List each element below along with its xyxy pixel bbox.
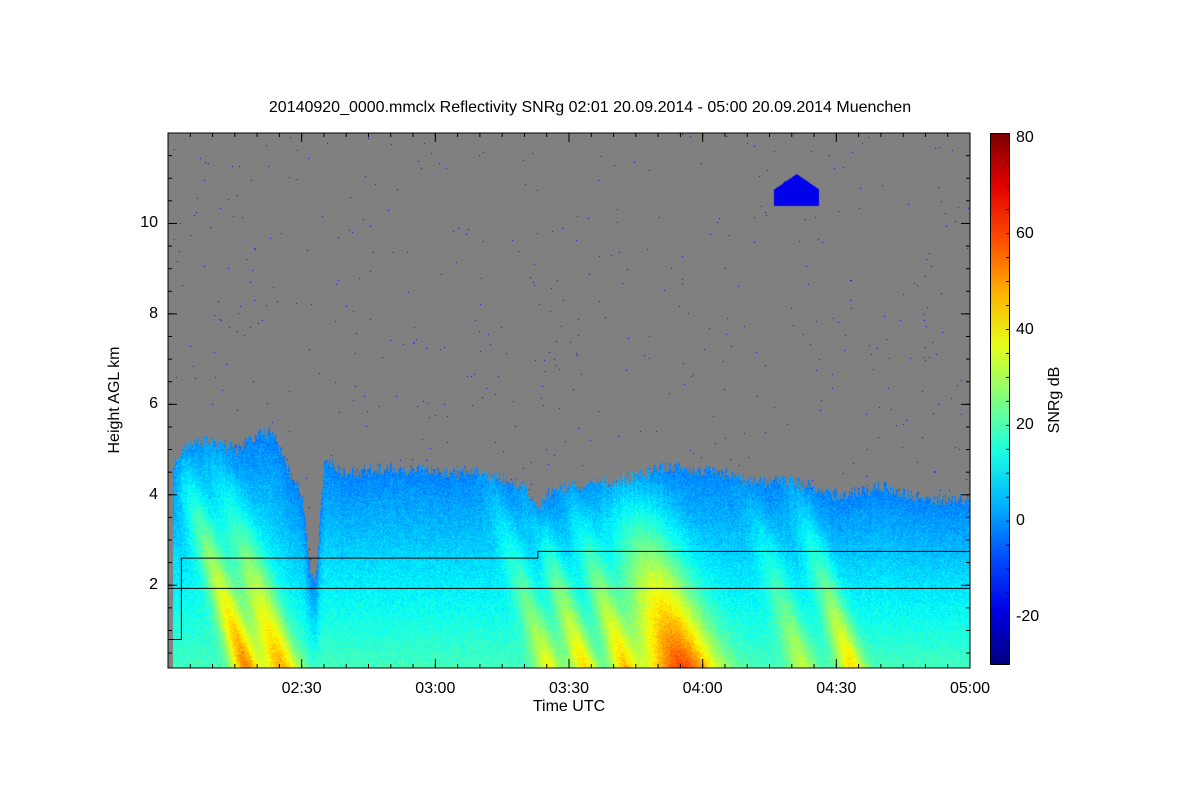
colorbar-tick-label: 20 bbox=[1016, 416, 1034, 434]
y-tick-label: 8 bbox=[149, 304, 158, 322]
chart-title: 20140920_0000.mmclx Reflectivity SNRg 02… bbox=[268, 99, 912, 116]
x-tick-label: 03:30 bbox=[548, 680, 590, 697]
x-tick-label: 02:30 bbox=[281, 680, 322, 697]
colorbar-tick-label: 40 bbox=[1016, 320, 1034, 338]
x-tick-label: 04:30 bbox=[816, 680, 857, 697]
plot-frame bbox=[167, 132, 971, 669]
x-axis-label: Time UTC bbox=[532, 698, 606, 715]
y-tick-label: 6 bbox=[149, 395, 158, 413]
y-tick-label: 2 bbox=[149, 576, 158, 594]
colorbar bbox=[990, 133, 1010, 665]
reflectivity-heatmap bbox=[168, 133, 970, 668]
colorbar-tick-label: -20 bbox=[1016, 608, 1040, 626]
colorbar-tick-label: 80 bbox=[1016, 128, 1034, 146]
colorbar-tick-label: 0 bbox=[1016, 512, 1025, 530]
x-tick-label: 05:00 bbox=[949, 680, 991, 697]
x-tick-label: 04:00 bbox=[682, 680, 723, 697]
y-tick-label: 10 bbox=[140, 214, 158, 232]
colorbar-label: SNRg dB bbox=[1046, 366, 1063, 434]
y-axis-label: Height AGL km bbox=[106, 346, 123, 454]
y-tick-label: 4 bbox=[149, 485, 158, 503]
x-tick-label: 03:00 bbox=[415, 680, 456, 697]
step-height-line bbox=[168, 550, 970, 641]
colorbar-tick-label: 60 bbox=[1016, 224, 1034, 242]
